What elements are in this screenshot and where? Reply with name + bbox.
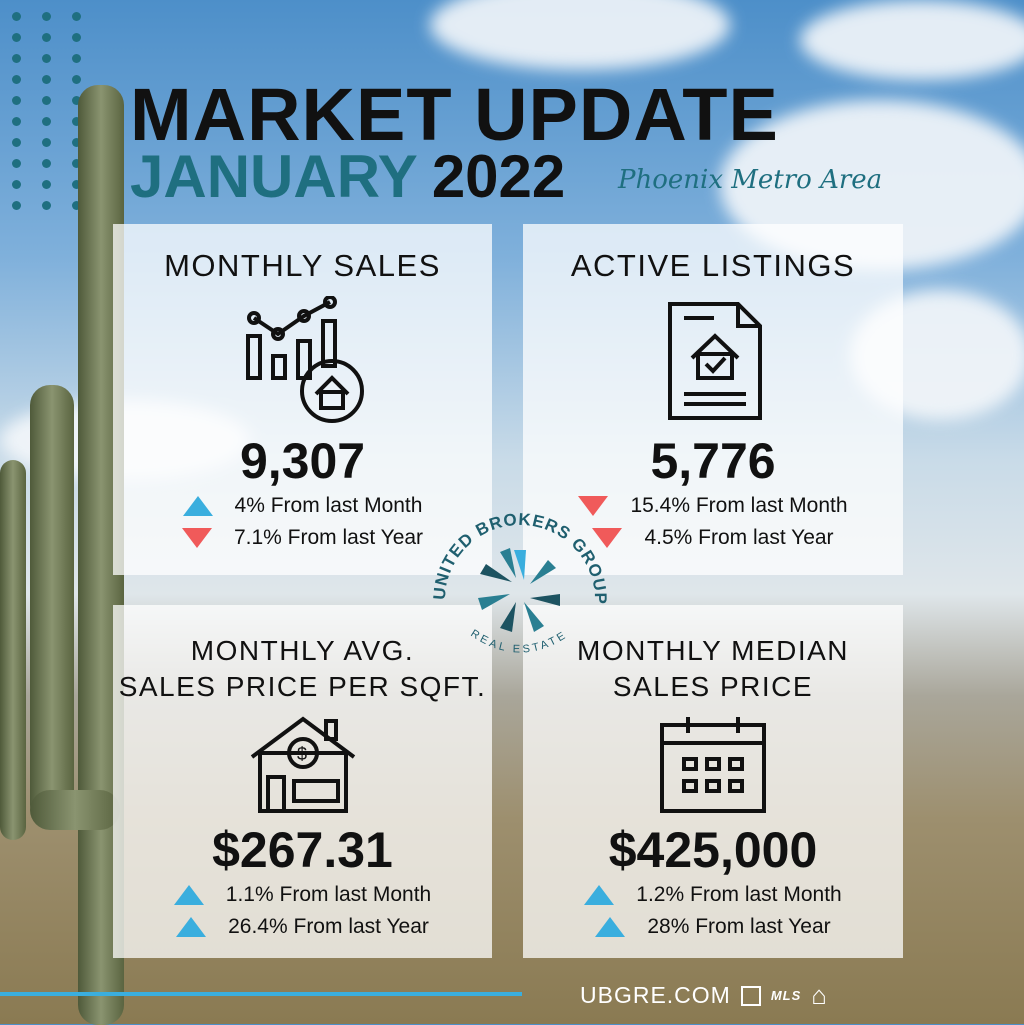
card-title: MONTHLY MEDIAN SALES PRICE <box>577 635 849 702</box>
triangle-down-icon <box>592 528 623 548</box>
mls-logo: MLS <box>770 988 802 1003</box>
monthly-sales-card: MONTHLY SALES 9,307 4% From last Month 7… <box>113 224 492 575</box>
triangle-up-icon <box>182 496 213 516</box>
change-row: 26.4% From last Year <box>113 911 492 943</box>
cactus-arm <box>30 385 74 825</box>
card-title: MONTHLY AVG. SALES PRICE PER SQFT. <box>118 635 487 702</box>
region-label: Phoenix Metro Area <box>618 165 883 195</box>
change-row: 4% From last Month <box>113 490 492 522</box>
change-row: 1.2% From last Month <box>523 879 903 911</box>
decorative-dots <box>12 12 84 210</box>
change-row: 28% From last Year <box>523 911 903 943</box>
cloud <box>430 0 730 70</box>
calendar-icon <box>660 717 766 813</box>
page-title: MARKET UPDATE <box>130 73 779 156</box>
document-house-icon <box>668 302 762 420</box>
change-row: 1.1% From last Month <box>113 879 492 911</box>
median-price-card: MONTHLY MEDIAN SALES PRICE $425,000 1.2% … <box>523 605 903 958</box>
triangle-up-icon <box>595 917 626 937</box>
median-price-value: $425,000 <box>608 822 818 878</box>
page-subtitle: JANUARY 2022 <box>130 142 565 211</box>
website-link[interactable]: UBGRE.COM <box>580 982 731 1008</box>
realtor-icon <box>740 985 761 1006</box>
price-sqft-value: $267.31 <box>212 822 393 878</box>
avg-price-sqft-card: MONTHLY AVG. SALES PRICE PER SQFT. $ $267… <box>113 605 492 958</box>
svg-text:REAL ESTATE: REAL ESTATE <box>468 628 569 656</box>
card-title: MONTHLY SALES <box>164 248 441 283</box>
triangle-down-icon <box>578 496 609 516</box>
month: JANUARY <box>130 143 418 210</box>
change-row: 4.5% From last Year <box>523 522 903 554</box>
equal-housing-icon: ⌂ <box>811 980 829 1010</box>
united-brokers-group-logo: UNITED BROKERS GROUP REAL ESTATE <box>430 510 609 656</box>
change-row: 15.4% From last Month <box>523 490 903 522</box>
triangle-down-icon <box>181 528 212 548</box>
triangle-up-icon <box>173 885 204 905</box>
change-row: 7.1% From last Year <box>113 522 492 554</box>
listings-value: 5,776 <box>650 433 776 489</box>
triangle-up-icon <box>584 885 615 905</box>
cloud <box>800 0 1024 80</box>
svg-text:$: $ <box>297 744 307 764</box>
cactus-arm <box>0 460 26 840</box>
accent-line <box>0 992 522 996</box>
active-listings-card: ACTIVE LISTINGS 5,776 15.4% From last Mo… <box>523 224 903 575</box>
triangle-up-icon <box>176 917 207 937</box>
bar-chart-house-icon <box>245 296 364 423</box>
card-title: ACTIVE LISTINGS <box>570 248 856 283</box>
footer: UBGRE.COM MLS ⌂ <box>580 980 828 1011</box>
year: 2022 <box>431 143 566 210</box>
house-dollar-icon: $ <box>250 716 355 813</box>
cactus-arm <box>30 790 120 830</box>
sales-value: 9,307 <box>239 433 366 489</box>
